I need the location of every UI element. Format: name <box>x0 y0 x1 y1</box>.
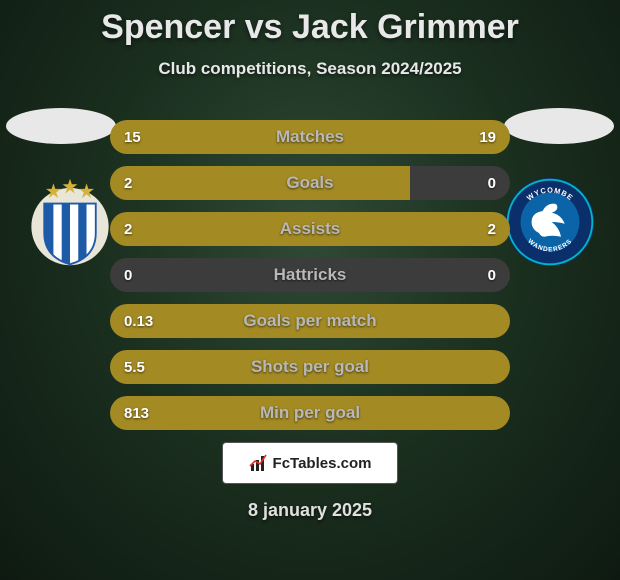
attribution-text: FcTables.com <box>273 455 372 472</box>
stat-value-left: 0 <box>124 258 132 292</box>
stat-value-left: 2 <box>124 166 132 200</box>
stat-value-left: 15 <box>124 120 141 154</box>
attribution-badge[interactable]: FcTables.com <box>222 442 398 484</box>
stat-value-left: 0.13 <box>124 304 153 338</box>
comparison-subtitle: Club competitions, Season 2024/2025 <box>0 59 620 79</box>
stat-value-left: 5.5 <box>124 350 145 384</box>
wycombe-crest-icon: WYCOMBE WANDERERS <box>504 176 596 268</box>
stat-value-left: 813 <box>124 396 149 430</box>
team-crest-left <box>24 176 116 268</box>
stat-label: Shots per goal <box>110 350 510 384</box>
stat-value-right: 0 <box>488 166 496 200</box>
snapshot-date: 8 january 2025 <box>0 500 620 521</box>
player-name-plate-right <box>504 108 614 144</box>
stat-row: Goals2 0 <box>110 166 510 200</box>
stat-value-left: 2 <box>124 212 132 246</box>
player-name-plate-left <box>6 108 116 144</box>
stat-value-right: 0 <box>488 258 496 292</box>
stat-row: Hattricks0 0 <box>110 258 510 292</box>
stat-label: Hattricks <box>110 258 510 292</box>
stat-label: Goals <box>110 166 510 200</box>
stat-label: Goals per match <box>110 304 510 338</box>
stat-label: Min per goal <box>110 396 510 430</box>
stat-value-right: 19 <box>479 120 496 154</box>
huddersfield-crest-icon <box>24 176 116 268</box>
stat-bars: Matches1519Goals20Assists22Hattricks00Go… <box>110 120 510 442</box>
stat-label: Assists <box>110 212 510 246</box>
stat-row: Goals per match0.13 <box>110 304 510 338</box>
comparison-title: Spencer vs Jack Grimmer <box>0 0 620 47</box>
stat-row: Assists2 2 <box>110 212 510 246</box>
stat-row: Shots per goal5.5 <box>110 350 510 384</box>
chart-icon <box>249 453 269 473</box>
stat-row: Min per goal813 <box>110 396 510 430</box>
stat-value-right: 2 <box>488 212 496 246</box>
stat-label: Matches <box>110 120 510 154</box>
team-crest-right: WYCOMBE WANDERERS <box>504 176 596 268</box>
stat-row: Matches15 19 <box>110 120 510 154</box>
